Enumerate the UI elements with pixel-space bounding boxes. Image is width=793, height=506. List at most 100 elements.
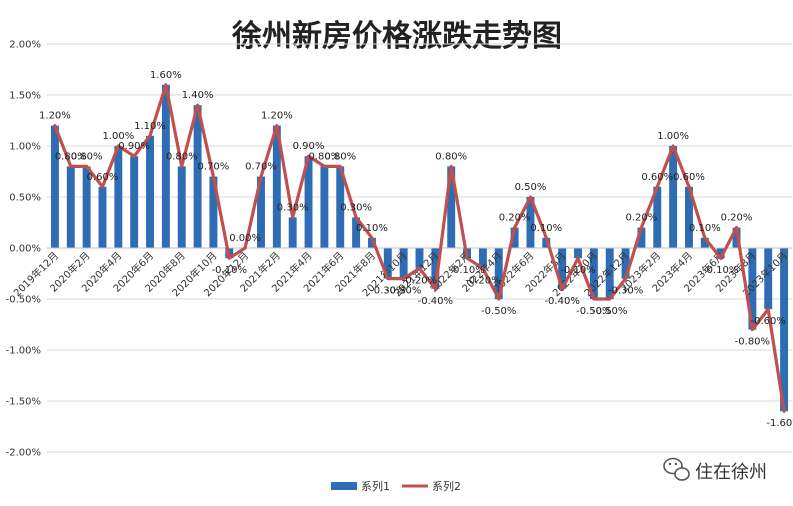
bar xyxy=(637,227,646,248)
bar-series xyxy=(50,84,789,412)
bar xyxy=(494,248,503,299)
bar xyxy=(272,125,281,248)
bar xyxy=(161,84,170,248)
y-tick-label: 1.00% xyxy=(9,142,41,153)
data-label: 1.00% xyxy=(102,131,134,142)
bar xyxy=(558,248,567,289)
y-tick-label: -0.50% xyxy=(6,295,41,306)
bar xyxy=(589,248,598,299)
bar xyxy=(146,135,154,248)
bar xyxy=(114,146,123,248)
bar xyxy=(257,176,265,248)
bar xyxy=(352,217,361,248)
data-label: -0.10% xyxy=(703,265,738,276)
line-point xyxy=(513,226,517,230)
line-point xyxy=(322,165,326,168)
wechat-icon xyxy=(663,457,690,481)
line-point xyxy=(735,226,738,230)
data-label: 0.10% xyxy=(356,223,388,234)
data-label: 0.30% xyxy=(340,202,372,213)
bar xyxy=(98,186,107,248)
bar xyxy=(669,146,678,248)
line-point xyxy=(148,134,152,138)
bar xyxy=(82,166,91,248)
data-label: -1.60% xyxy=(766,418,793,429)
line-point xyxy=(671,144,675,148)
bar xyxy=(336,166,345,248)
watermark-text: 住在徐州 xyxy=(695,462,767,483)
bar xyxy=(700,237,709,248)
bar xyxy=(431,248,440,289)
data-label: 1.40% xyxy=(182,90,214,101)
line-point xyxy=(703,236,707,240)
data-label: 0.90% xyxy=(293,141,325,152)
bar xyxy=(526,197,535,248)
data-label: -0.10% xyxy=(212,265,247,276)
line-point xyxy=(196,103,199,107)
data-label: 0.30% xyxy=(277,202,309,213)
data-label: -0.10% xyxy=(560,265,595,276)
bar xyxy=(209,176,218,248)
bar xyxy=(447,166,456,248)
line-point xyxy=(433,287,437,291)
data-label: 0.00% xyxy=(229,233,261,244)
bar xyxy=(415,248,424,269)
bar xyxy=(320,166,329,248)
data-label: 1.60% xyxy=(150,70,182,81)
data-label: 0.70% xyxy=(245,162,277,173)
data-label: -0.50% xyxy=(576,306,611,317)
data-label: -0.10% xyxy=(449,265,484,276)
bar xyxy=(716,248,725,259)
bar xyxy=(50,125,59,248)
data-label: 0.60% xyxy=(673,172,705,183)
line-point xyxy=(449,165,453,168)
line-point xyxy=(291,216,295,219)
line-series xyxy=(53,83,786,413)
data-label: 0.90% xyxy=(118,141,150,152)
line-point xyxy=(212,175,215,179)
data-label: 0.60% xyxy=(87,172,119,183)
line-point xyxy=(386,277,390,280)
data-label: -0.20% xyxy=(465,275,500,286)
line-point xyxy=(576,256,580,260)
line-point xyxy=(370,236,374,240)
bar xyxy=(478,248,487,269)
bar xyxy=(764,248,773,310)
bar xyxy=(621,248,630,279)
line-point xyxy=(640,226,643,230)
data-label: 0.80% xyxy=(55,151,87,162)
line-point xyxy=(275,124,279,127)
line-point xyxy=(69,165,73,168)
legend-label-series1: 系列1 xyxy=(361,479,390,493)
line-point xyxy=(782,409,786,413)
data-label: 1.20% xyxy=(261,111,293,122)
bar xyxy=(748,248,757,330)
bar xyxy=(510,227,519,248)
line-point xyxy=(53,124,57,127)
line-point xyxy=(687,185,691,189)
data-label: 0.80% xyxy=(71,151,103,162)
bar xyxy=(177,166,186,248)
line-point xyxy=(544,236,548,240)
y-axis: 2.00% 1.50% 1.00% 0.50% 0.00% -0.50% -1.00% -1.… xyxy=(6,40,41,459)
bar xyxy=(193,105,202,248)
line-point xyxy=(529,195,532,199)
line-point xyxy=(624,277,627,280)
data-label: 0.80% xyxy=(324,151,356,162)
data-label: 0.70% xyxy=(198,162,230,173)
data-label: 0.20% xyxy=(626,213,658,224)
legend-swatch-series1 xyxy=(331,482,357,490)
data-label: 0.50% xyxy=(515,182,547,193)
data-label: -0.80% xyxy=(735,337,770,348)
data-label: 0.80% xyxy=(309,151,341,162)
bar xyxy=(653,186,662,248)
data-label: 0.20% xyxy=(721,213,753,224)
data-label: 0.10% xyxy=(689,223,721,234)
line-point xyxy=(85,165,89,168)
watermark: 住在徐州 xyxy=(663,457,767,483)
data-label: -0.60% xyxy=(751,316,786,327)
line-point xyxy=(481,267,485,270)
line-point xyxy=(560,287,564,291)
legend-label-series2: 系列2 xyxy=(432,479,461,493)
